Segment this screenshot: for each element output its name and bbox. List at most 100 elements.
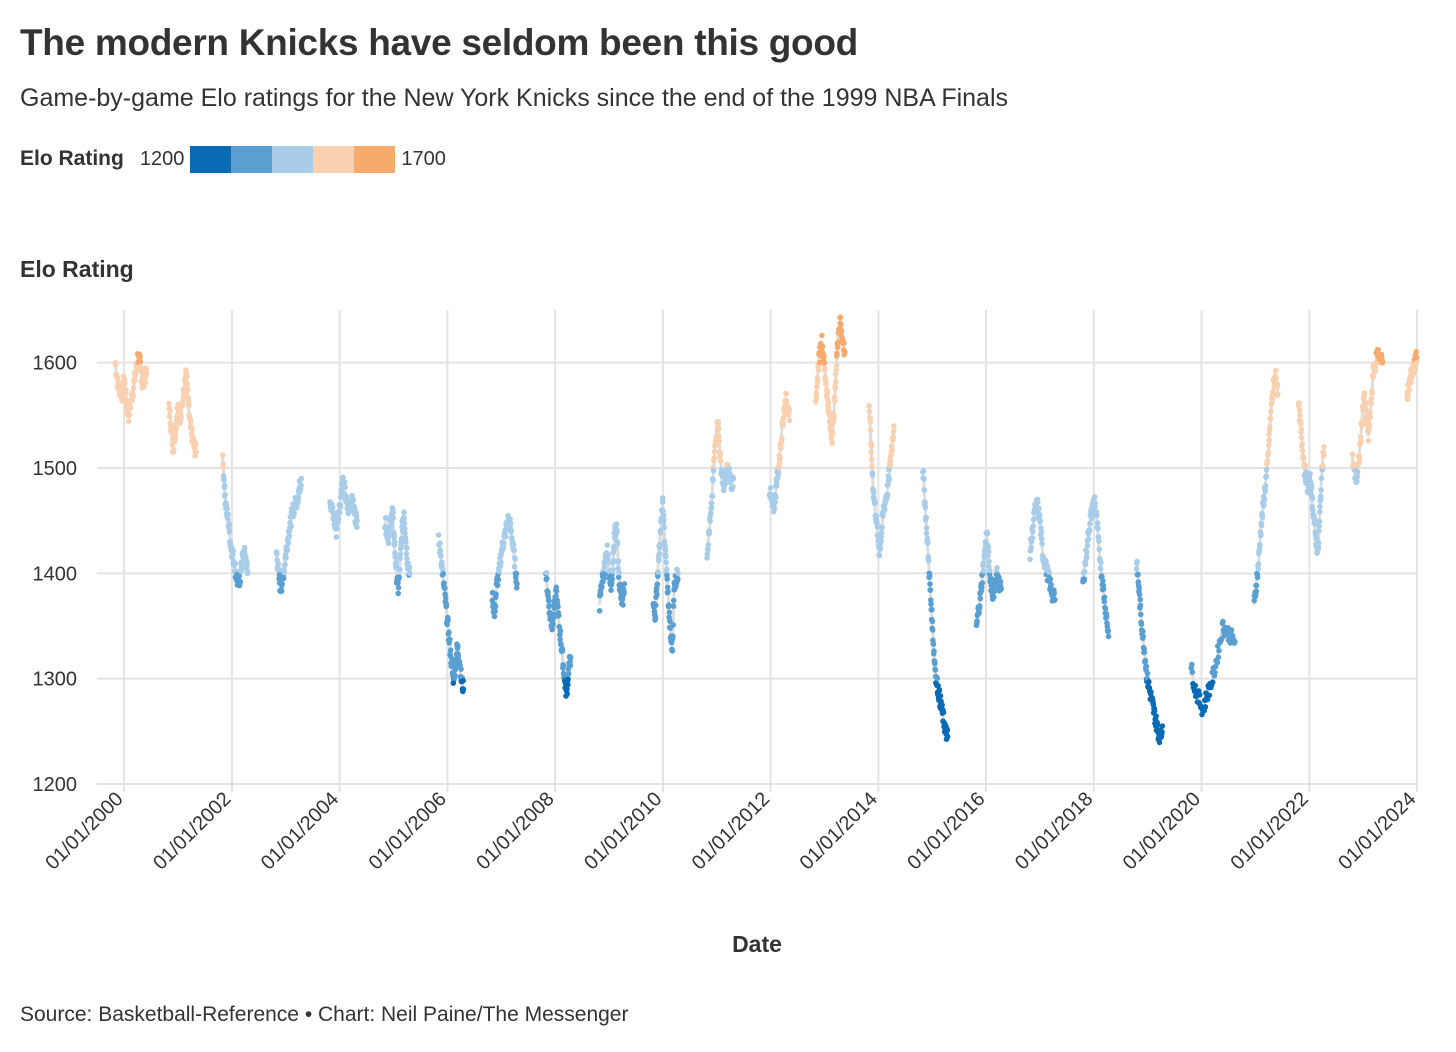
elo-point — [397, 551, 404, 558]
elo-point — [1156, 739, 1163, 746]
elo-point — [232, 560, 239, 567]
elo-point — [661, 524, 667, 531]
elo-point — [553, 588, 560, 595]
chart-title: The modern Knicks have seldom been this … — [20, 22, 858, 63]
elo-point — [285, 540, 292, 546]
elo-point — [491, 613, 498, 620]
elo-point — [866, 402, 872, 409]
elo-point — [395, 584, 402, 591]
elo-point — [884, 491, 891, 498]
elo-point — [991, 588, 998, 595]
elo-point — [336, 510, 343, 516]
elo-point — [709, 493, 716, 500]
elo-point — [1029, 535, 1036, 541]
elo-point — [1366, 427, 1372, 434]
elo-point — [143, 365, 150, 372]
elo-point — [442, 585, 448, 592]
elo-point — [170, 446, 177, 453]
elo-point — [1297, 412, 1303, 419]
elo-point — [1206, 692, 1213, 699]
elo-point — [615, 565, 621, 571]
elo-point — [667, 618, 673, 624]
elo-point — [824, 389, 831, 396]
elo-point — [929, 618, 936, 625]
elo-point — [710, 467, 717, 474]
elo-point — [822, 365, 828, 372]
elo-point — [659, 499, 666, 505]
elo-point — [1105, 633, 1112, 640]
elo-point — [127, 405, 134, 411]
elo-point — [1258, 531, 1264, 538]
elo-point — [401, 509, 407, 515]
elo-point — [1097, 566, 1104, 572]
elo-point — [508, 528, 514, 534]
elo-point — [1143, 663, 1150, 670]
x-tick-label: 01/01/2002 — [149, 788, 235, 874]
elo-point — [279, 581, 285, 587]
elo-point — [172, 438, 178, 445]
elo-point — [711, 448, 718, 455]
elo-point — [513, 585, 520, 591]
elo-point — [675, 570, 681, 577]
elo-point — [1138, 611, 1144, 618]
elo-point — [715, 425, 722, 432]
elo-point — [986, 558, 992, 565]
elo-point — [718, 467, 725, 473]
elo-point — [922, 504, 929, 511]
elo-point — [1320, 463, 1326, 469]
elo-point — [1084, 549, 1090, 555]
elo-point — [166, 413, 173, 420]
elo-point — [940, 709, 947, 716]
elo-point — [1315, 545, 1322, 552]
elo-point — [601, 571, 607, 577]
elo-point — [1140, 628, 1146, 635]
elo-point — [1275, 391, 1281, 398]
elo-point — [543, 569, 550, 576]
elo-point — [1082, 560, 1089, 567]
data-points — [112, 314, 1420, 746]
elo-point — [1296, 400, 1302, 407]
elo-point — [833, 379, 839, 385]
elo-point — [1375, 346, 1381, 353]
elo-point — [608, 587, 614, 593]
elo-point — [560, 663, 567, 669]
elo-point — [1408, 379, 1414, 386]
elo-point — [122, 380, 128, 387]
elo-point — [786, 408, 793, 415]
elo-point — [1321, 444, 1327, 450]
elo-point — [544, 575, 550, 582]
elo-point — [185, 398, 192, 404]
elo-point — [997, 578, 1004, 585]
elo-point — [282, 561, 288, 568]
elo-point — [401, 515, 408, 522]
elo-point — [879, 524, 885, 531]
elo-point — [291, 510, 298, 517]
elo-point — [244, 562, 250, 568]
elo-point — [1101, 598, 1108, 605]
elo-point — [666, 609, 673, 616]
elo-point — [1265, 449, 1272, 456]
elo-point — [599, 583, 605, 590]
elo-point — [767, 485, 774, 491]
elo-point — [382, 515, 389, 521]
elo-point — [501, 540, 507, 546]
elo-point — [657, 530, 664, 536]
elo-point — [874, 524, 881, 530]
elo-point — [1370, 374, 1377, 380]
elo-point — [1133, 566, 1140, 572]
elo-point — [557, 636, 563, 643]
elo-point — [708, 510, 714, 516]
legend-swatch-4 — [313, 145, 355, 173]
elo-point — [180, 400, 186, 407]
elo-point — [1413, 360, 1420, 366]
elo-point — [391, 531, 398, 538]
elo-point — [329, 504, 336, 511]
elo-point — [496, 568, 502, 575]
elo-point — [974, 618, 980, 624]
elo-point — [1413, 354, 1420, 361]
elo-point — [225, 516, 231, 522]
elo-point — [1037, 518, 1044, 524]
elo-point — [220, 461, 226, 467]
elo-point — [567, 654, 574, 661]
elo-point — [1361, 390, 1368, 396]
